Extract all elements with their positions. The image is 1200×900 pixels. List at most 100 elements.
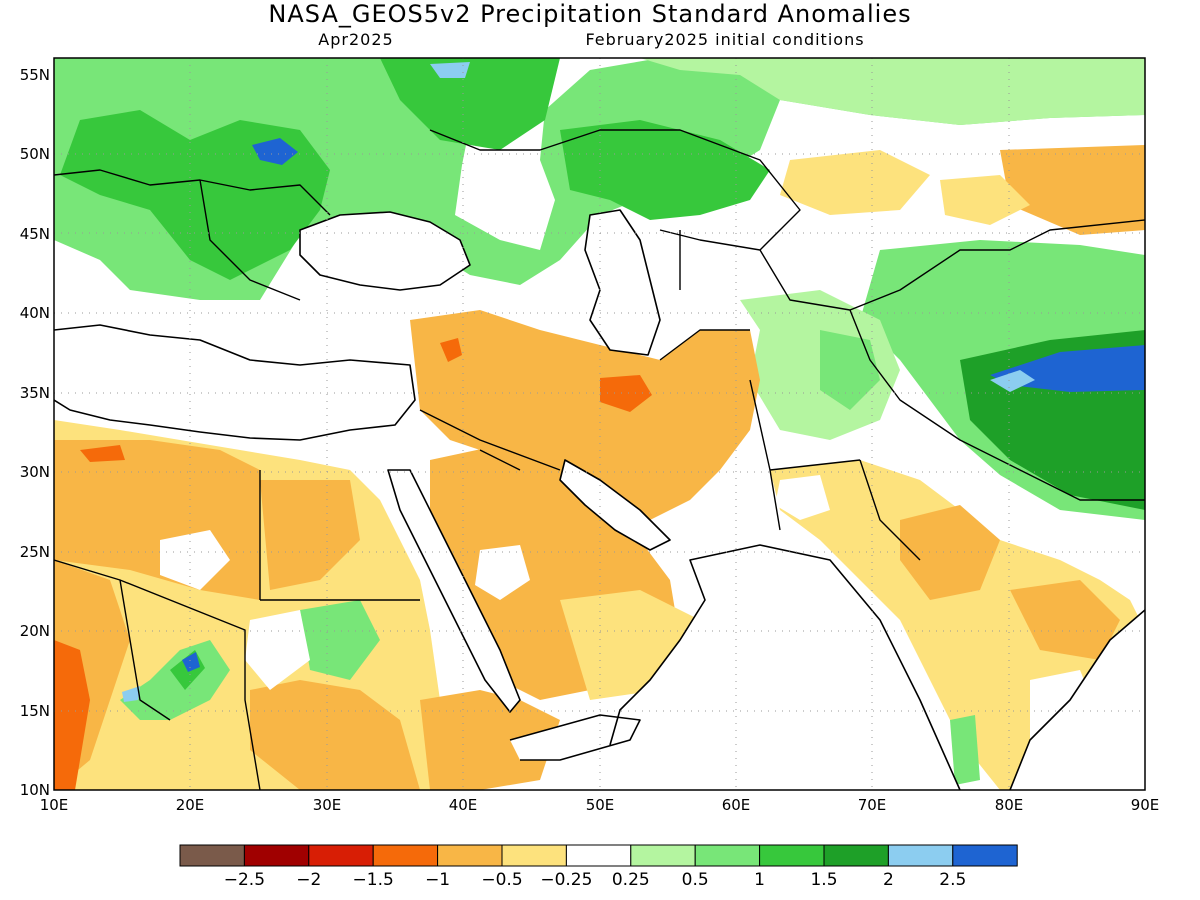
colorbar-swatch	[243, 844, 310, 867]
lat-label: 30N	[20, 463, 50, 481]
lon-label: 60E	[722, 796, 751, 814]
dry-patch-kazakhstan	[780, 150, 930, 215]
red-sea	[388, 470, 520, 712]
red-sea-coast	[387, 469, 521, 713]
colorbar-label: −1	[425, 870, 450, 890]
colorbar-swatch	[887, 844, 954, 867]
lat-label: 10N	[20, 781, 50, 799]
country-borders-south	[54, 329, 921, 790]
colorbar-label: −0.25	[540, 870, 592, 890]
mediterranean-sea	[54, 325, 415, 440]
coastline-layer	[54, 129, 1145, 790]
lon-label: 20E	[176, 796, 205, 814]
lat-label: 40N	[20, 304, 50, 322]
lon-label: 10E	[40, 796, 69, 814]
colorbar-swatch	[823, 844, 889, 867]
colorbar-swatch	[308, 844, 374, 867]
colorbar-label: 2.5	[939, 870, 966, 890]
country-borders-north	[54, 129, 1145, 501]
neutral-patch-arabia	[475, 545, 530, 600]
wet-patch-tarim	[990, 370, 1035, 392]
lat-label: 20N	[20, 622, 50, 640]
persian-gulf	[560, 460, 670, 550]
colorbar-swatch	[372, 844, 439, 867]
colorbar-label: 2	[883, 870, 894, 890]
arabian-sea	[610, 545, 960, 790]
dry-patch-syria	[440, 338, 462, 362]
colorbar-swatch	[179, 844, 245, 867]
gulf-of-aden-coast	[509, 714, 641, 761]
figure-title: NASA_GEOS5v2 Precipitation Standard Anom…	[268, 0, 911, 28]
wet-region-chad	[120, 640, 230, 720]
lat-label: 55N	[20, 66, 50, 84]
colorbar-label: −1.5	[353, 870, 394, 890]
lat-label: 45N	[20, 225, 50, 243]
valid-month-label: Apr2025	[318, 30, 393, 49]
colorbar-swatch	[952, 844, 1018, 867]
wet-patch-afghanistan	[820, 330, 880, 410]
dry-region-sudan	[250, 680, 420, 790]
dry-patch-egypt	[260, 480, 360, 590]
gulf-of-aden	[510, 715, 640, 760]
dry-region-middle-east	[410, 310, 760, 520]
dry-patch-iran	[600, 375, 652, 412]
colorbar-label: 0.5	[682, 870, 709, 890]
caspian-sea-coast	[584, 209, 661, 356]
bay-of-bengal-coast	[1009, 609, 1145, 790]
colorbar-label: −0.5	[481, 870, 522, 890]
lon-label: 50E	[586, 796, 615, 814]
colorbar-swatch	[501, 844, 567, 867]
colorbar-swatch	[759, 844, 825, 867]
lat-label: 25N	[20, 543, 50, 561]
bay-of-bengal	[1010, 610, 1145, 790]
colorbar-label: 1	[754, 870, 765, 890]
neutral-patch-north-africa	[160, 530, 230, 590]
dry-patch-libya	[80, 445, 125, 462]
colorbar-swatch	[565, 844, 632, 867]
strong-wet-eastern-europe	[380, 58, 560, 150]
neutral-patch-sudan	[245, 610, 310, 690]
wet-patch-india-south	[950, 715, 980, 785]
lat-label: 35N	[20, 384, 50, 402]
wet-patch-chad-west	[122, 686, 140, 702]
colorbar-label: −2.5	[224, 870, 265, 890]
persian-gulf-coast	[559, 459, 671, 551]
water-mask-layer	[54, 210, 1145, 790]
wet-region-sudan	[300, 600, 380, 680]
mediterranean-coast	[54, 324, 416, 441]
map-panel	[53, 57, 1146, 791]
lat-label: 50N	[20, 145, 50, 163]
dry-patch-northeast	[1000, 145, 1145, 235]
dry-patch-mongolia	[940, 175, 1030, 225]
dry-patch-india-east	[1010, 580, 1120, 660]
neutral-patch-pakistan	[775, 475, 830, 520]
graticule-layer	[54, 58, 1145, 790]
longitude-axis: 10E 20E 30E 40E 50E 60E 70E 80E 90E	[40, 796, 1160, 814]
lon-label: 80E	[995, 796, 1024, 814]
lat-label: 15N	[20, 702, 50, 720]
lon-label: 30E	[313, 796, 342, 814]
wet-patch-baltic	[430, 62, 470, 78]
latitude-axis: 55N 50N 45N 40N 35N 30N 25N 20N 15N 10N	[20, 66, 50, 799]
colorbar-swatch	[437, 844, 503, 867]
black-sea	[300, 212, 470, 290]
lon-label: 70E	[858, 796, 887, 814]
colorbar-label: 0.25	[612, 870, 650, 890]
dry-region-east-africa	[420, 690, 560, 790]
neutral-patch-kazakhstan	[660, 220, 760, 275]
initial-conditions-label: February2025 initial conditions	[585, 30, 864, 49]
colorbar-swatch	[630, 844, 696, 867]
colorbar-legend: −2.5 −2 −1.5 −1 −0.5 −0.25 0.25 0.5 1 1.5 2 2.5	[179, 844, 1018, 890]
anomaly-field-layer	[54, 58, 1145, 790]
very-wet-chad	[182, 652, 200, 672]
strong-dry-niger	[54, 640, 90, 790]
black-sea-coast	[299, 211, 471, 291]
map-frame	[53, 57, 1146, 791]
colorbar-swatch	[694, 844, 761, 867]
colorbar-label: 1.5	[810, 870, 837, 890]
colorbar-label: −2	[296, 870, 321, 890]
lon-label: 90E	[1131, 796, 1160, 814]
wet-region-central-asia	[560, 120, 770, 220]
lon-label: 40E	[449, 796, 478, 814]
